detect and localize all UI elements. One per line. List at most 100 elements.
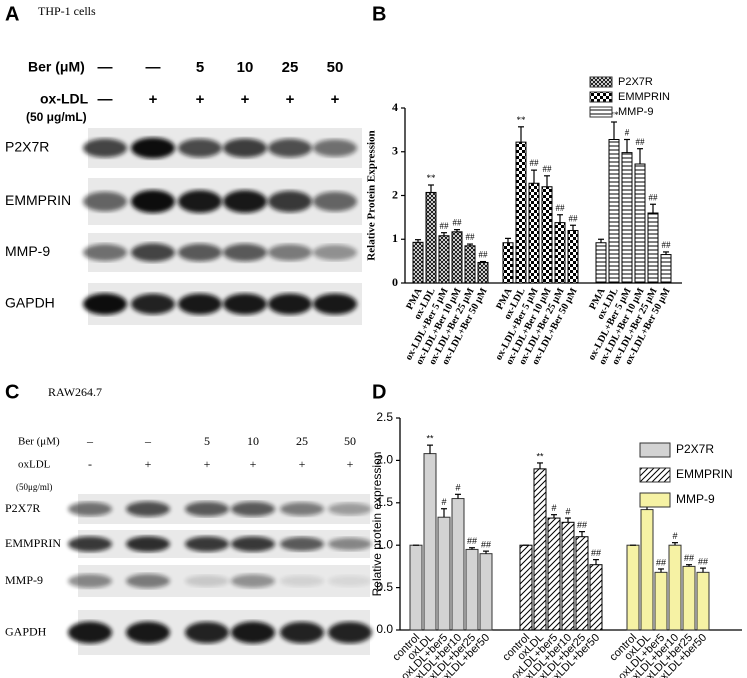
significance-label: ## — [577, 520, 587, 530]
blot-band — [178, 243, 222, 262]
bar — [608, 139, 620, 284]
legend-label: P2X7R — [676, 442, 714, 456]
bar — [621, 152, 633, 284]
blot-band — [328, 621, 372, 644]
significance-label: ** — [517, 115, 527, 125]
blot-band — [178, 138, 222, 158]
significance-label: ## — [556, 203, 566, 213]
condition-value: - — [88, 457, 92, 471]
blot-band — [126, 501, 170, 517]
significance-label: ## — [569, 213, 579, 223]
condition-value: 10 — [247, 434, 259, 448]
significance-label: ## — [649, 192, 659, 202]
blot-band — [185, 536, 229, 552]
blot-band — [280, 502, 324, 516]
blot-band — [223, 190, 267, 213]
bar — [528, 182, 540, 284]
bar — [682, 565, 696, 631]
bar — [589, 564, 603, 631]
significance-label: ## — [698, 556, 708, 566]
condition-value: 5 — [204, 434, 210, 448]
blot-band — [231, 501, 275, 517]
legend-swatch — [639, 492, 671, 508]
bar — [647, 212, 659, 284]
blot-band — [313, 139, 357, 157]
blot-band — [131, 189, 175, 214]
blot-band — [231, 536, 275, 552]
panel-label: B — [372, 3, 386, 25]
y-tick-label: 2.0 — [376, 453, 393, 467]
bar — [451, 231, 463, 284]
bar — [438, 235, 450, 284]
bar — [554, 222, 566, 284]
blot-band — [223, 293, 267, 315]
bar — [502, 242, 514, 284]
bar — [465, 548, 479, 631]
blot-band — [178, 293, 222, 315]
y-tick-label: 0.5 — [376, 580, 393, 594]
condition-label: oxLDL — [18, 459, 51, 471]
panel-title: THP-1 cells — [38, 4, 96, 18]
significance-label: ## — [440, 221, 450, 231]
bar — [477, 261, 489, 284]
bar — [412, 241, 424, 284]
bar — [595, 242, 607, 284]
significance-label: ** — [536, 451, 544, 461]
blot-band — [68, 621, 112, 644]
condition-value: + — [145, 457, 152, 471]
condition-sublabel: (50μg/ml) — [16, 482, 52, 492]
blot-band — [328, 537, 372, 551]
blot-band — [131, 137, 175, 159]
y-tick-label: 1.5 — [376, 495, 393, 509]
condition-sublabel: (50 μg/mL) — [26, 110, 87, 124]
significance-label: # — [565, 506, 570, 516]
blot-row-label: P2X7R — [5, 501, 40, 515]
bar — [479, 553, 493, 631]
condition-value: — — [146, 59, 161, 76]
blot-band — [126, 621, 170, 644]
condition-value: 5 — [196, 59, 204, 76]
legend-label: EMMPRIN — [676, 467, 733, 481]
condition-value: + — [250, 457, 257, 471]
significance-label: ## — [543, 164, 553, 174]
blot-band — [185, 501, 229, 517]
significance-label: ** — [610, 110, 620, 120]
blot-band — [131, 293, 175, 315]
blot-band — [313, 191, 357, 212]
bar — [547, 517, 561, 631]
blot-row-label: EMMPRIN — [5, 536, 61, 550]
y-tick-label: 0.0 — [376, 622, 393, 636]
blot-band — [268, 244, 312, 261]
blot-band — [83, 293, 127, 315]
y-tick-label: 1.0 — [376, 537, 393, 551]
legend-swatch — [589, 91, 613, 103]
y-tick-label: 2.5 — [376, 410, 393, 424]
condition-value: + — [241, 91, 250, 108]
y-axis-label: Relative protein expression — [370, 452, 384, 597]
blot-row-label: MMP-9 — [5, 243, 50, 259]
blot-band — [313, 244, 357, 261]
significance-label: ## — [479, 250, 489, 260]
blot-band — [131, 243, 175, 262]
condition-value: 25 — [282, 59, 299, 76]
significance-label: # — [441, 497, 446, 507]
condition-value: 50 — [327, 59, 344, 76]
bar — [654, 571, 668, 631]
bar — [451, 498, 465, 631]
significance-label: ## — [656, 557, 666, 567]
condition-value: + — [347, 457, 354, 471]
y-tick-label: 2 — [392, 187, 398, 201]
significance-label: ## — [481, 540, 491, 550]
bar — [519, 544, 533, 631]
significance-label: ## — [662, 240, 672, 250]
blot-row-label: MMP-9 — [5, 573, 43, 587]
condition-value: 10 — [237, 59, 254, 76]
bar — [575, 536, 589, 631]
legend-label: MMP-9 — [676, 492, 715, 506]
condition-value: 25 — [296, 434, 308, 448]
blot-band — [68, 574, 112, 588]
significance-label: ## — [636, 137, 646, 147]
condition-label: Ber (μM) — [28, 59, 85, 75]
blot-row-label: GAPDH — [5, 624, 47, 638]
